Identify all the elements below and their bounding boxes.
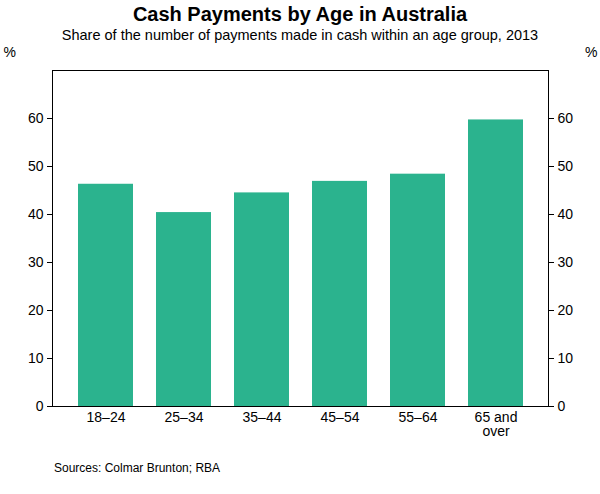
svg-text:35–44: 35–44 xyxy=(243,409,282,425)
svg-text:20: 20 xyxy=(558,302,574,318)
svg-text:10: 10 xyxy=(28,350,44,366)
svg-text:30: 30 xyxy=(28,254,44,270)
svg-text:30: 30 xyxy=(558,254,574,270)
svg-text:10: 10 xyxy=(558,350,574,366)
html-text:Sources: Colmar Brunton; RBA: Sources: Colmar Brunton; RBA xyxy=(54,461,221,475)
svg-text:%: % xyxy=(585,44,597,60)
html-text:Share of the number of payment: Share of the number of payments made in … xyxy=(61,27,539,43)
svg-text:40: 40 xyxy=(558,206,574,222)
svg-text:%: % xyxy=(4,44,16,60)
svg-text:65 andover: 65 andover xyxy=(475,409,518,439)
svg-text:25–34: 25–34 xyxy=(165,409,204,425)
svg-text:40: 40 xyxy=(28,206,44,222)
svg-text:45–54: 45–54 xyxy=(321,409,360,425)
svg-text:60: 60 xyxy=(28,110,44,126)
svg-text:20: 20 xyxy=(28,302,44,318)
svg-text:0: 0 xyxy=(558,398,566,414)
html-text:Cash Payments by Age in Austra: Cash Payments by Age in Australia xyxy=(132,3,468,25)
svg-text:55–64: 55–64 xyxy=(399,409,438,425)
svg-text:50: 50 xyxy=(28,158,44,174)
svg-text:18–24: 18–24 xyxy=(87,409,126,425)
svg-text:0: 0 xyxy=(36,398,44,414)
svg-text:60: 60 xyxy=(558,110,574,126)
svg-text:50: 50 xyxy=(558,158,574,174)
